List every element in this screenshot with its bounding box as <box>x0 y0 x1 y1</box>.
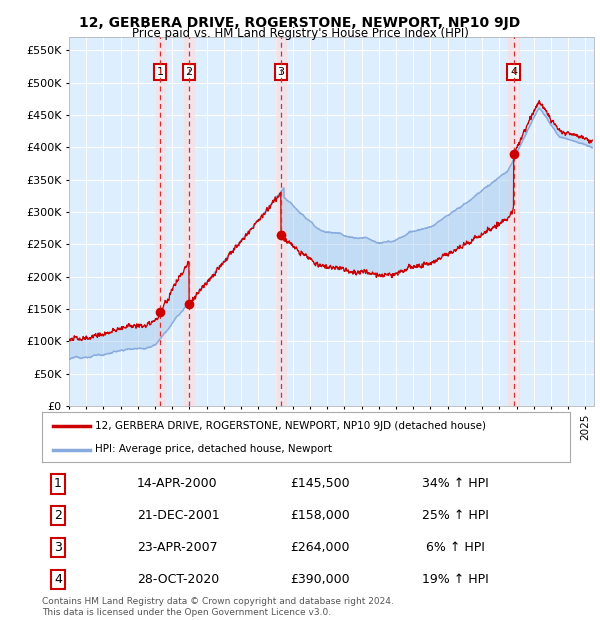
Text: Contains HM Land Registry data © Crown copyright and database right 2024.
This d: Contains HM Land Registry data © Crown c… <box>42 598 394 617</box>
Text: 3: 3 <box>54 541 62 554</box>
Text: 1: 1 <box>54 477 62 490</box>
Text: 6% ↑ HPI: 6% ↑ HPI <box>422 541 485 554</box>
Text: 28-OCT-2020: 28-OCT-2020 <box>137 573 219 586</box>
Bar <box>276 37 286 406</box>
Text: £158,000: £158,000 <box>290 509 350 522</box>
Bar <box>508 37 519 406</box>
Text: HPI: Average price, detached house, Newport: HPI: Average price, detached house, Newp… <box>95 445 332 454</box>
Text: 14-APR-2000: 14-APR-2000 <box>137 477 218 490</box>
Text: 4: 4 <box>510 67 517 78</box>
Text: 21-DEC-2001: 21-DEC-2001 <box>137 509 220 522</box>
Text: 12, GERBERA DRIVE, ROGERSTONE, NEWPORT, NP10 9JD: 12, GERBERA DRIVE, ROGERSTONE, NEWPORT, … <box>79 16 521 30</box>
Text: 4: 4 <box>54 573 62 586</box>
Text: £390,000: £390,000 <box>290 573 350 586</box>
Text: £264,000: £264,000 <box>290 541 350 554</box>
Text: 2: 2 <box>54 509 62 522</box>
Text: 12, GERBERA DRIVE, ROGERSTONE, NEWPORT, NP10 9JD (detached house): 12, GERBERA DRIVE, ROGERSTONE, NEWPORT, … <box>95 421 486 431</box>
Text: 2: 2 <box>185 67 193 78</box>
Text: 34% ↑ HPI: 34% ↑ HPI <box>422 477 489 490</box>
Text: 3: 3 <box>277 67 284 78</box>
Text: £145,500: £145,500 <box>290 477 350 490</box>
Bar <box>155 37 165 406</box>
Text: 19% ↑ HPI: 19% ↑ HPI <box>422 573 489 586</box>
Text: 25% ↑ HPI: 25% ↑ HPI <box>422 509 489 522</box>
Text: Price paid vs. HM Land Registry's House Price Index (HPI): Price paid vs. HM Land Registry's House … <box>131 27 469 40</box>
Bar <box>184 37 194 406</box>
Text: 1: 1 <box>157 67 164 78</box>
Text: 23-APR-2007: 23-APR-2007 <box>137 541 218 554</box>
